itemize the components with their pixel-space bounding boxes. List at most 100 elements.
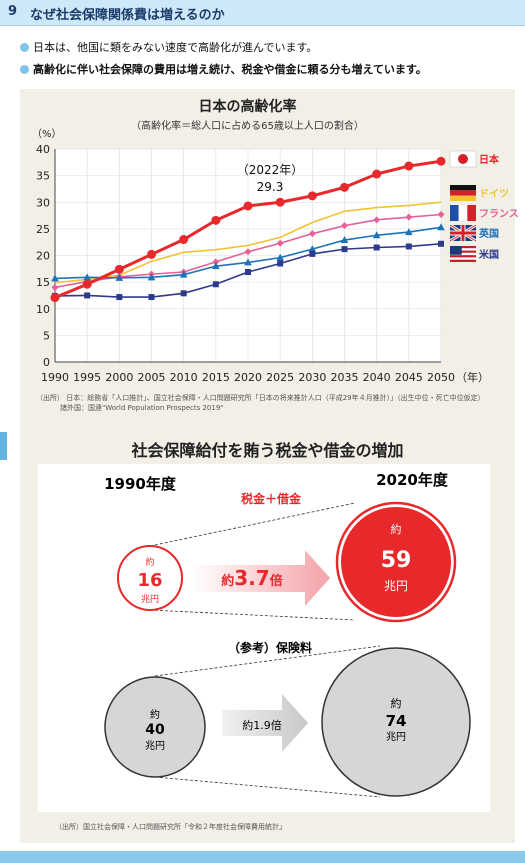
- data-point: [373, 216, 381, 224]
- ref-increase-arrow: [222, 694, 308, 752]
- x-tick-label: 1995: [73, 371, 101, 384]
- bullet-item: 日本は、他国に類をみない速度で高齢化が進んでいます。: [20, 39, 317, 55]
- data-point: [276, 253, 284, 261]
- data-point: [50, 293, 60, 303]
- flag-usa-icon: [450, 246, 476, 249]
- data-point: [244, 248, 252, 256]
- ref-connector-top: [154, 645, 381, 677]
- data-point: [309, 250, 316, 257]
- data-point: [243, 201, 253, 211]
- legend-label: フランス: [479, 208, 519, 220]
- data-point: [340, 236, 349, 244]
- flag-japan-disc: [458, 154, 468, 164]
- year-right-label: 2020年度: [376, 471, 449, 489]
- data-point: [179, 235, 189, 245]
- bullet-dot-icon: [20, 43, 29, 52]
- circle-unit-label: 兆円: [141, 594, 159, 605]
- circle-unit-label: 兆円: [386, 731, 406, 743]
- flag-france-stripe: [458, 205, 468, 221]
- connector-bottom: [149, 609, 356, 621]
- flag-france-stripe: [467, 205, 476, 221]
- data-point: [437, 210, 445, 218]
- data-point: [341, 246, 348, 253]
- data-point: [212, 258, 220, 266]
- legend-label: ドイツ: [479, 188, 509, 200]
- flag-usa-stripe: [450, 259, 476, 262]
- reference-label: （参考）保険料: [228, 640, 312, 655]
- flag-usa-canton: [450, 246, 462, 255]
- flag-usa-stripe: [450, 248, 476, 251]
- data-point: [244, 258, 252, 266]
- data-point: [373, 244, 380, 251]
- flag-france-icon: [450, 205, 459, 221]
- annotation-value: 29.3: [257, 180, 284, 194]
- x-axis-label: （年）: [456, 370, 489, 384]
- connector-top: [149, 502, 356, 547]
- data-point: [340, 182, 349, 192]
- section-number: 9: [8, 4, 18, 19]
- x-tick-label: 2010: [170, 371, 198, 384]
- side-tab-marker: [0, 432, 7, 460]
- bullet-text: 高齢化に伴い社会保障の費用は増え続け、税金や借金に頼る分も増えています。: [33, 63, 427, 76]
- footer-bar: [0, 851, 525, 863]
- flag-uk-cross: [450, 231, 476, 235]
- data-point: [275, 197, 285, 207]
- data-point: [115, 273, 124, 281]
- y-tick-label: 15: [36, 276, 50, 289]
- data-point: [114, 264, 124, 274]
- data-point: [404, 161, 414, 171]
- section-title: なぜ社会保障関係費は増えるのか: [30, 8, 225, 23]
- y-tick-label: 40: [36, 143, 50, 156]
- x-tick-label: 2000: [105, 371, 133, 384]
- y-tick-label: 0: [43, 356, 50, 369]
- data-point: [51, 283, 59, 291]
- increase-ratio-label: 約3.7倍: [221, 566, 282, 590]
- section2-source: （出所）国立社会保障・人口問題研究所「令和２年度社会保障費用統計」: [55, 822, 286, 831]
- x-tick-label: 2050: [427, 371, 455, 384]
- x-tick-label: 2040: [363, 371, 391, 384]
- data-point: [341, 222, 348, 230]
- y-axis-label: （%）: [32, 128, 62, 140]
- data-point: [147, 273, 156, 281]
- data-point: [180, 290, 187, 297]
- data-point: [212, 281, 219, 288]
- flag-usa-stripe: [450, 250, 476, 253]
- x-tick-label: 2025: [266, 371, 294, 384]
- legend-label: 米国: [479, 248, 499, 261]
- y-tick-label: 35: [36, 170, 50, 183]
- data-point: [147, 249, 156, 259]
- bullet-item: 高齢化に伴い社会保障の費用は増え続け、税金や借金に頼る分も増えています。: [20, 61, 427, 77]
- data-point: [116, 294, 123, 301]
- chart-title: 日本の高齢化率: [198, 99, 297, 115]
- circle-value: 16: [137, 570, 162, 591]
- data-point: [82, 279, 92, 289]
- ref-connector-bottom: [154, 776, 381, 798]
- y-tick-label: 5: [43, 329, 50, 342]
- y-tick-label: 25: [36, 223, 50, 236]
- circle-approx-label: 約: [145, 556, 154, 568]
- circle-1990-insurance: [104, 676, 206, 778]
- data-point: [372, 169, 382, 179]
- data-point: [83, 273, 91, 281]
- data-point: [212, 262, 220, 270]
- year-left-label: 1990年度: [104, 475, 177, 493]
- ref-increase-ratio-label: 約1.9倍: [242, 718, 282, 732]
- y-tick-label: 10: [36, 303, 50, 316]
- circle-approx-label: 約: [150, 708, 160, 721]
- data-point: [308, 245, 317, 253]
- bullet-dot-icon: [20, 65, 29, 74]
- circle-2020-insurance: [321, 647, 471, 797]
- data-point: [276, 239, 284, 247]
- circle-value: 74: [386, 712, 407, 730]
- data-point: [438, 240, 444, 247]
- flag-usa-stripe: [450, 252, 476, 256]
- y-tick-label: 30: [36, 196, 50, 209]
- chart-source-line2: 諸外国：国連"World Population Prospects 2019": [60, 404, 224, 412]
- data-point: [372, 231, 381, 239]
- data-point: [148, 294, 155, 301]
- circle-approx-label: 約: [391, 696, 402, 710]
- data-point: [405, 213, 413, 221]
- x-tick-label: 2005: [138, 371, 166, 384]
- data-point: [405, 228, 413, 236]
